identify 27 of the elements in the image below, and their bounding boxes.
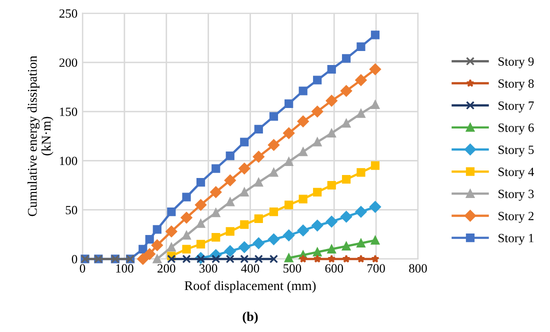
x-tick-label: 0: [80, 264, 86, 273]
y-tick-label: 0: [72, 254, 78, 264]
legend-label: Story 2: [498, 212, 534, 223]
x-tick-label: 500: [284, 264, 302, 273]
y-tick-label: 50: [66, 206, 78, 214]
x-tick-label: 700: [368, 264, 385, 273]
legend-label: Story 7: [498, 101, 534, 112]
x-tick-label: 800: [409, 264, 427, 273]
legend-label: Story 9: [498, 57, 534, 68]
legend-label: Story 6: [498, 124, 534, 135]
legend-label: Story 5: [498, 146, 534, 157]
x-tick-label: 300: [200, 264, 218, 273]
y-tick-label: 150: [60, 108, 78, 116]
y-tick-label: 250: [59, 9, 78, 18]
x-tick-label: 600: [325, 264, 344, 273]
legend-label: Story 8: [498, 79, 534, 90]
legend-label: Story 1: [498, 234, 534, 245]
y-tick-label: 200: [59, 58, 78, 67]
text: (b): [242, 312, 258, 324]
y-axis-title: Cumulative energy dissipation (kN·m): [28, 56, 54, 216]
x-tick-label: 400: [241, 264, 260, 273]
legend-label: Story 4: [498, 168, 534, 179]
legend-label: Story 3: [498, 190, 534, 201]
x-tick-label: 200: [158, 264, 176, 273]
x-tick-label: 100: [116, 264, 134, 273]
x-axis-title: Roof displacement (mm): [184, 280, 316, 293]
y-tick-label: 100: [60, 156, 78, 166]
